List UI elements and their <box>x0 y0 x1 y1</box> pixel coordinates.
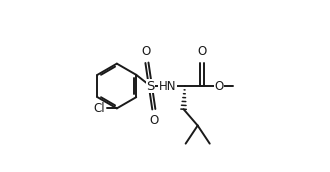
Text: HN: HN <box>159 79 176 93</box>
Text: O: O <box>142 45 151 58</box>
Text: O: O <box>214 79 224 93</box>
Text: S: S <box>146 79 154 93</box>
Text: O: O <box>150 114 159 127</box>
Text: O: O <box>197 45 207 58</box>
Text: Cl: Cl <box>93 102 105 115</box>
